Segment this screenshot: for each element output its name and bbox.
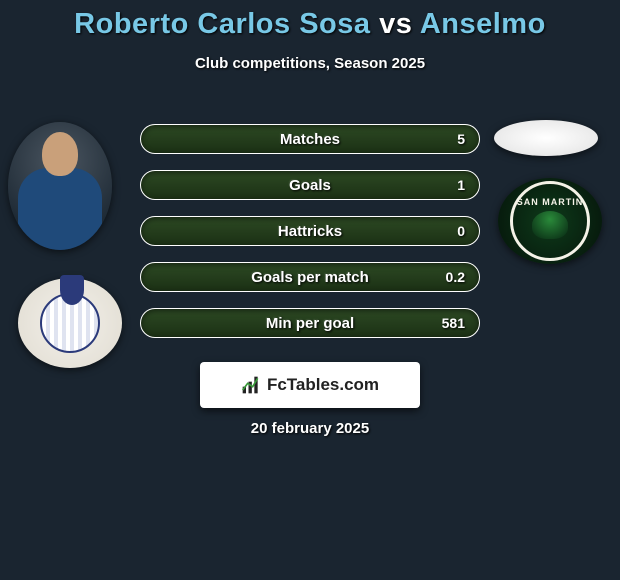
stat-bars: Matches5Goals1Hattricks0Goals per match0… (140, 124, 480, 354)
stat-bar: Min per goal581 (140, 308, 480, 338)
stat-value-right: 1 (443, 177, 479, 193)
footer-brand-box: FcTables.com (200, 362, 420, 408)
stat-row: Matches5 (140, 124, 480, 154)
stat-label: Matches (141, 125, 479, 153)
subtitle: Club competitions, Season 2025 (0, 55, 620, 72)
stat-label: Goals per match (141, 263, 479, 291)
badge-right-text: SAN MARTIN (517, 197, 584, 207)
stat-label: Goals (141, 171, 479, 199)
player1-avatar (8, 122, 112, 250)
stat-value-right: 0 (443, 223, 479, 239)
date-text: 20 february 2025 (0, 420, 620, 437)
stat-bar: Hattricks0 (140, 216, 480, 246)
stat-value-right: 5 (443, 131, 479, 147)
stat-row: Hattricks0 (140, 216, 480, 246)
stat-label: Hattricks (141, 217, 479, 245)
stat-value-right: 0.2 (432, 269, 479, 285)
stat-value-right: 581 (428, 315, 479, 331)
player2-name: Anselmo (420, 8, 546, 40)
player2-avatar (494, 120, 598, 156)
stat-row: Goals1 (140, 170, 480, 200)
vs-text: vs (379, 8, 412, 40)
player1-name: Roberto Carlos Sosa (74, 8, 370, 40)
stat-row: Goals per match0.2 (140, 262, 480, 292)
stat-bar: Goals per match0.2 (140, 262, 480, 292)
page-title: Roberto Carlos Sosa vs Anselmo (0, 0, 620, 41)
chart-icon (241, 375, 261, 395)
player2-club-badge: SAN MARTIN (498, 178, 602, 264)
player1-club-badge (18, 278, 122, 368)
stat-bar: Goals1 (140, 170, 480, 200)
stat-bar: Matches5 (140, 124, 480, 154)
stat-row: Min per goal581 (140, 308, 480, 338)
footer-brand-text: FcTables.com (267, 375, 379, 395)
